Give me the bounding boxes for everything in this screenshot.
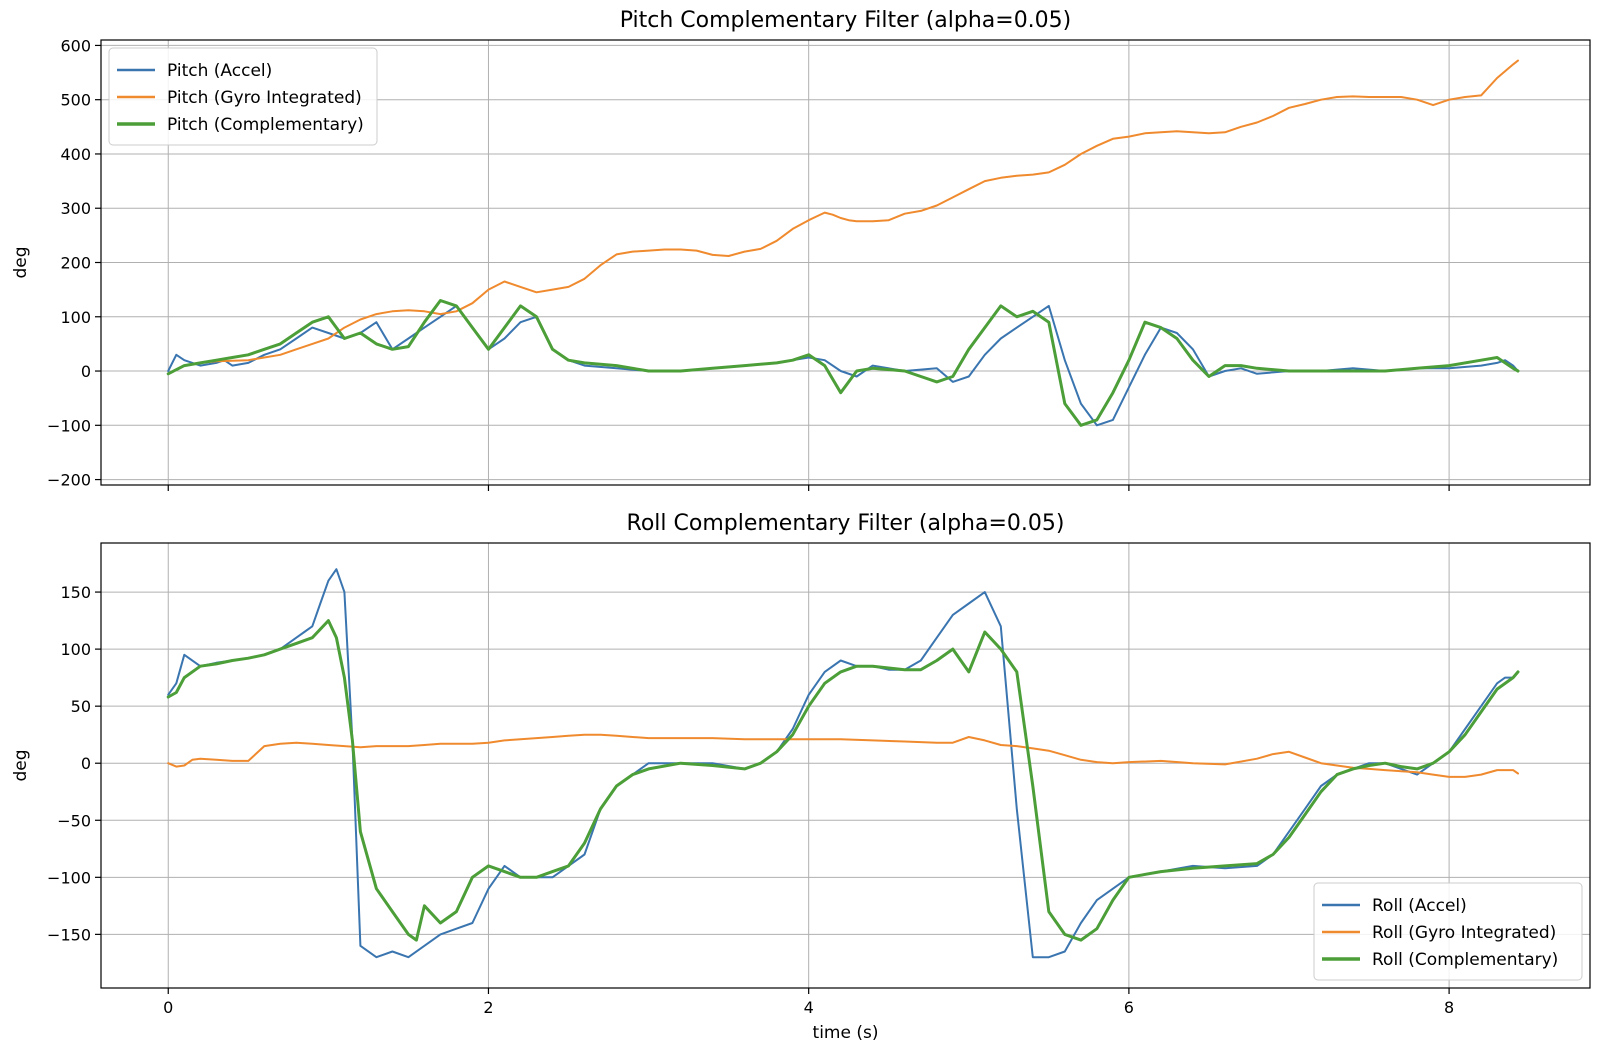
y-tick-label: 150 [60, 583, 91, 602]
legend-label: Pitch (Gyro Integrated) [167, 88, 362, 108]
legend: Roll (Accel) Roll (Gyro Integrated) Roll (… [1313, 882, 1583, 981]
x-tick-label: 2 [483, 998, 493, 1017]
legend-label: Roll (Gyro Integrated) [1372, 923, 1556, 943]
panel-0: −200 −100 0 100 200 300 400 500 600 Pitch Complem… [11, 8, 1591, 491]
legend-label: Pitch (Complementary) [167, 115, 364, 135]
legend-box [1313, 882, 1583, 981]
y-tick-label: 600 [60, 36, 91, 55]
y-tick-label: 300 [60, 199, 91, 218]
y-tick-label: −50 [57, 811, 91, 830]
y-tick-label: 50 [71, 697, 91, 716]
y-tick-label: 0 [81, 362, 91, 381]
chart-title: Roll Complementary Filter (alpha=0.05) [627, 511, 1065, 536]
legend: Pitch (Accel) Pitch (Gyro Integrated) Pitc… [108, 47, 378, 146]
plot-frame [100, 542, 1591, 989]
legend-label: Roll (Accel) [1372, 896, 1467, 916]
series-line-pitch-accel [167, 304, 1519, 427]
x-tick-label: 4 [804, 998, 814, 1017]
y-tick-label: 100 [60, 640, 91, 659]
x-tick-label: 6 [1124, 998, 1134, 1017]
x-tick-label: 8 [1444, 998, 1454, 1017]
series-line-roll-complementary [166, 619, 1520, 942]
y-tick-label: 500 [60, 91, 91, 110]
legend-label: Pitch (Accel) [167, 61, 272, 81]
y-tick-label: −100 [47, 868, 91, 887]
series-group [166, 568, 1520, 959]
series-line-roll-gyro-integrated [167, 733, 1519, 778]
y-tick-label: −100 [47, 416, 91, 435]
y-axis-label: deg [11, 246, 31, 278]
y-tick-label: 200 [60, 254, 91, 273]
y-axis-label: deg [11, 749, 31, 781]
x-axis-label: time (s) [813, 1023, 879, 1043]
y-tick-label: 400 [60, 145, 91, 164]
y-tick-label: −150 [47, 925, 91, 944]
y-tick-label: −200 [47, 471, 91, 490]
series-line-roll-accel [167, 568, 1519, 959]
series-group [166, 59, 1520, 427]
y-tick-label: 0 [81, 754, 91, 773]
legend-box [108, 47, 378, 146]
y-tick-label: 100 [60, 308, 91, 327]
panel-1: 0 2 4 6 8 −150 −100 −50 0 50 100 150 Roll Complement… [11, 511, 1591, 1043]
chart-title: Pitch Complementary Filter (alpha=0.05) [620, 8, 1072, 33]
series-line-pitch-gyro-integrated [167, 59, 1519, 375]
x-tick-label: 0 [163, 998, 173, 1017]
legend-label: Roll (Complementary) [1372, 950, 1558, 970]
series-line-pitch-complementary [166, 299, 1520, 427]
